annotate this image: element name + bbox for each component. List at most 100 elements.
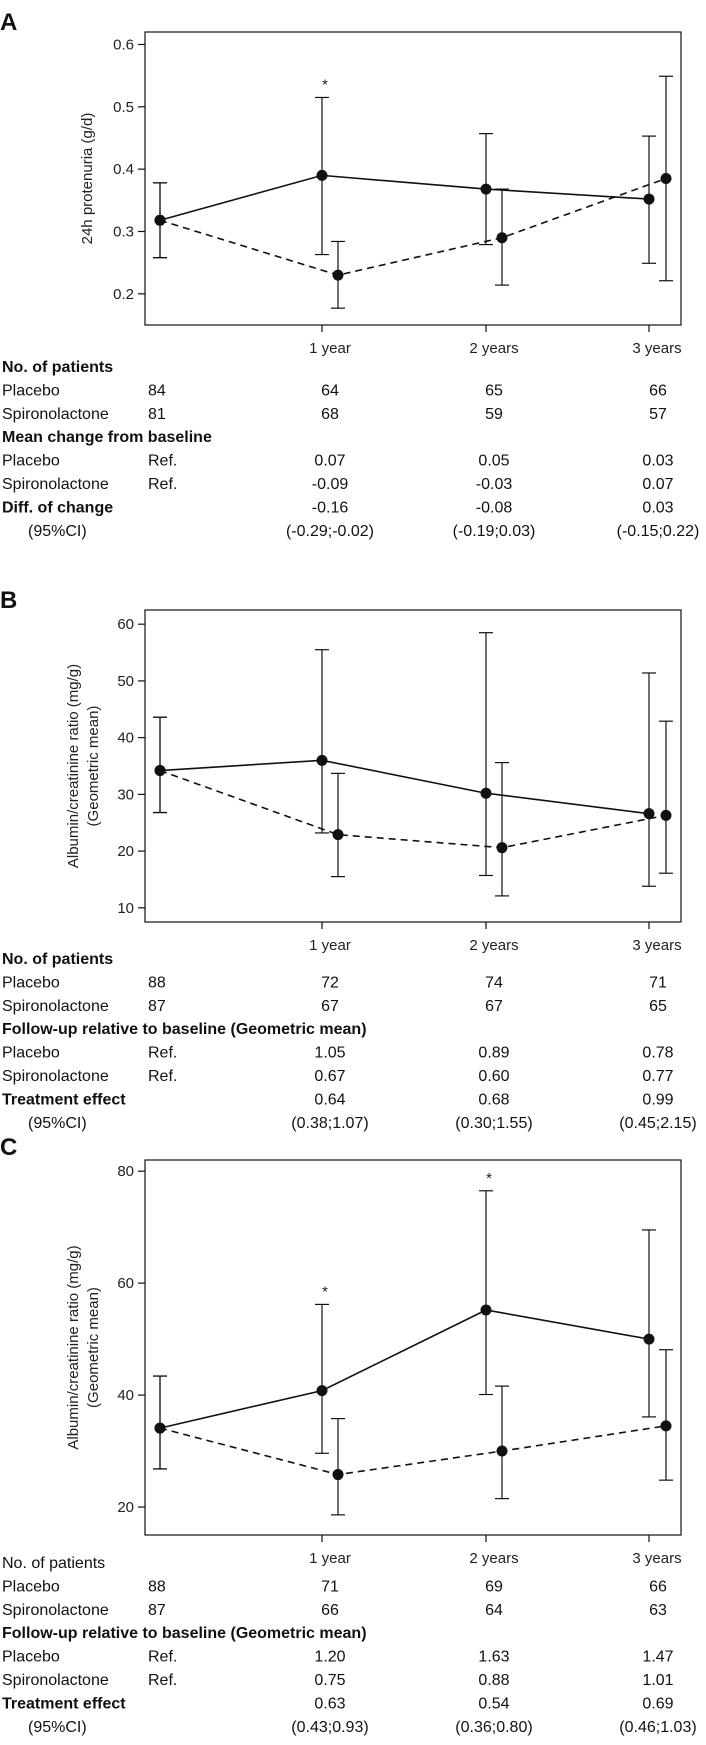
series-placebo — [153, 632, 656, 887]
table-cell: 0.54 — [478, 1695, 509, 1712]
row-label: No. of patients — [2, 359, 113, 376]
y-tick-label: 0.2 — [113, 286, 134, 303]
table-cell: 74 — [485, 974, 503, 991]
data-point — [316, 754, 328, 766]
plot-frame — [144, 31, 682, 326]
row-label: No. of patients — [2, 951, 113, 968]
row-label: Spironolactone — [2, 476, 109, 493]
x-tick-label: 1 year — [309, 937, 351, 954]
data-point — [316, 169, 328, 181]
data-point — [480, 1304, 492, 1316]
table-cell: 59 — [485, 406, 503, 423]
results-table: No. of patients Placebo 88 72 74 71 Spironolac… — [2, 951, 697, 1132]
data-point — [154, 1422, 166, 1434]
baseline-cell: 81 — [148, 406, 166, 423]
y-axis-label: Albumin/creatinine ratio (mg/g) — [65, 1245, 82, 1449]
table-cell: 0.05 — [478, 453, 509, 470]
baseline-cell: Ref. — [148, 1672, 177, 1689]
table-row: No. of patients — [2, 1555, 105, 1572]
y-tick-label: 20 — [117, 1499, 134, 1516]
table-row: Spironolactone 81 68 59 57 — [2, 406, 667, 423]
table-cell: 67 — [485, 998, 503, 1015]
x-tick-label: 3 years — [632, 1550, 681, 1567]
significance-marker: * — [322, 76, 328, 93]
table-cell: 0.07 — [642, 476, 673, 493]
table-cell: 0.89 — [478, 1045, 509, 1062]
table-row: No. of patients — [2, 951, 113, 968]
series-line — [159, 177, 667, 276]
table-cell: 64 — [321, 382, 339, 399]
table-cell: (0.30;1.55) — [455, 1115, 532, 1132]
y-tick-label: 50 — [117, 673, 134, 690]
table-row: No. of patients — [2, 359, 113, 376]
y-tick-label: 80 — [117, 1163, 134, 1180]
row-label: Follow-up relative to baseline (Geometri… — [2, 1021, 367, 1038]
table-row: Placebo 84 64 65 66 — [2, 382, 667, 399]
data-point — [496, 1445, 508, 1457]
table-cell: (-0.19;0.03) — [453, 523, 536, 540]
table-cell: (0.45;2.15) — [619, 1115, 696, 1132]
table-cell: 1.01 — [642, 1672, 673, 1689]
data-point — [480, 183, 492, 195]
row-label: Spironolactone — [2, 1672, 109, 1689]
y-axis-label: Albumin/creatinine ratio (mg/g) — [65, 664, 82, 868]
y-tick-label: 30 — [117, 786, 134, 803]
table-cell: 0.64 — [314, 1091, 345, 1108]
table-row: (95%CI) (0.43;0.93) (0.36;0.80) (0.46;1.03) — [28, 1719, 697, 1736]
baseline-cell: Ref. — [148, 453, 177, 470]
table-cell: 66 — [649, 1578, 667, 1595]
y-tick-label: 40 — [117, 1387, 134, 1404]
table-cell: 1.47 — [642, 1649, 673, 1666]
row-label: Mean change from baseline — [2, 429, 212, 446]
y-tick-label: 0.6 — [113, 36, 134, 53]
series-line — [159, 174, 650, 222]
plot-frame — [144, 1159, 682, 1536]
table-cell: 71 — [649, 974, 667, 991]
data-point — [332, 829, 344, 841]
table-cell: 0.68 — [478, 1091, 509, 1108]
baseline-cell: Ref. — [148, 1068, 177, 1085]
panel-label: A — [0, 9, 17, 36]
panel-a: A 0.2 0.3 0.4 0.5 0.6 24h protenuria (g/d) 1 ye… — [0, 9, 699, 540]
table-row: Treatment effect 0.64 0.68 0.99 — [2, 1091, 674, 1108]
row-label: Follow-up relative to baseline (Geometri… — [2, 1625, 367, 1642]
table-cell: 0.03 — [642, 499, 673, 516]
row-label: Treatment effect — [2, 1695, 126, 1712]
table-cell: (0.36;0.80) — [455, 1719, 532, 1736]
table-row: Follow-up relative to baseline (Geometri… — [2, 1625, 367, 1642]
y-tick-label: 0.5 — [113, 99, 134, 116]
row-label: Placebo — [2, 1578, 60, 1595]
data-point — [643, 1333, 655, 1345]
table-cell: 0.07 — [314, 453, 345, 470]
y-tick-label: 40 — [117, 730, 134, 747]
significance-marker: * — [322, 1283, 328, 1300]
row-label: Placebo — [2, 1045, 60, 1062]
y-tick-label: 20 — [117, 843, 134, 860]
baseline-cell: Ref. — [148, 476, 177, 493]
table-row: (95%CI) (0.38;1.07) (0.30;1.55) (0.45;2.15) — [28, 1115, 697, 1132]
y-tick-label: 60 — [117, 1275, 134, 1292]
y-axis-label-secondary: (Geometric mean) — [85, 706, 102, 827]
panel-label: C — [0, 1134, 17, 1161]
table-cell: 67 — [321, 998, 339, 1015]
table-cell: (0.46;1.03) — [619, 1719, 696, 1736]
row-label: Placebo — [2, 453, 60, 470]
x-tick-label: 1 year — [309, 1550, 351, 1567]
table-cell: 65 — [485, 382, 503, 399]
table-row: Diff. of change -0.16 -0.08 0.03 — [2, 499, 674, 516]
table-cell: 72 — [321, 974, 339, 991]
panel-label: B — [0, 587, 17, 614]
series-placebo — [153, 1190, 656, 1470]
series-spironolactone — [153, 716, 673, 897]
x-tick-label: 2 years — [469, 937, 518, 954]
table-cell: (-0.29;-0.02) — [286, 523, 374, 540]
table-cell: 1.20 — [314, 1649, 345, 1666]
table-cell: 0.69 — [642, 1695, 673, 1712]
row-label: Spironolactone — [2, 998, 109, 1015]
table-cell: 0.60 — [478, 1068, 509, 1085]
data-point — [643, 808, 655, 820]
table-cell: 0.77 — [642, 1068, 673, 1085]
y-tick-label: 0.3 — [113, 223, 134, 240]
y-axis-label-secondary: (Geometric mean) — [85, 1287, 102, 1408]
data-point — [496, 232, 508, 244]
